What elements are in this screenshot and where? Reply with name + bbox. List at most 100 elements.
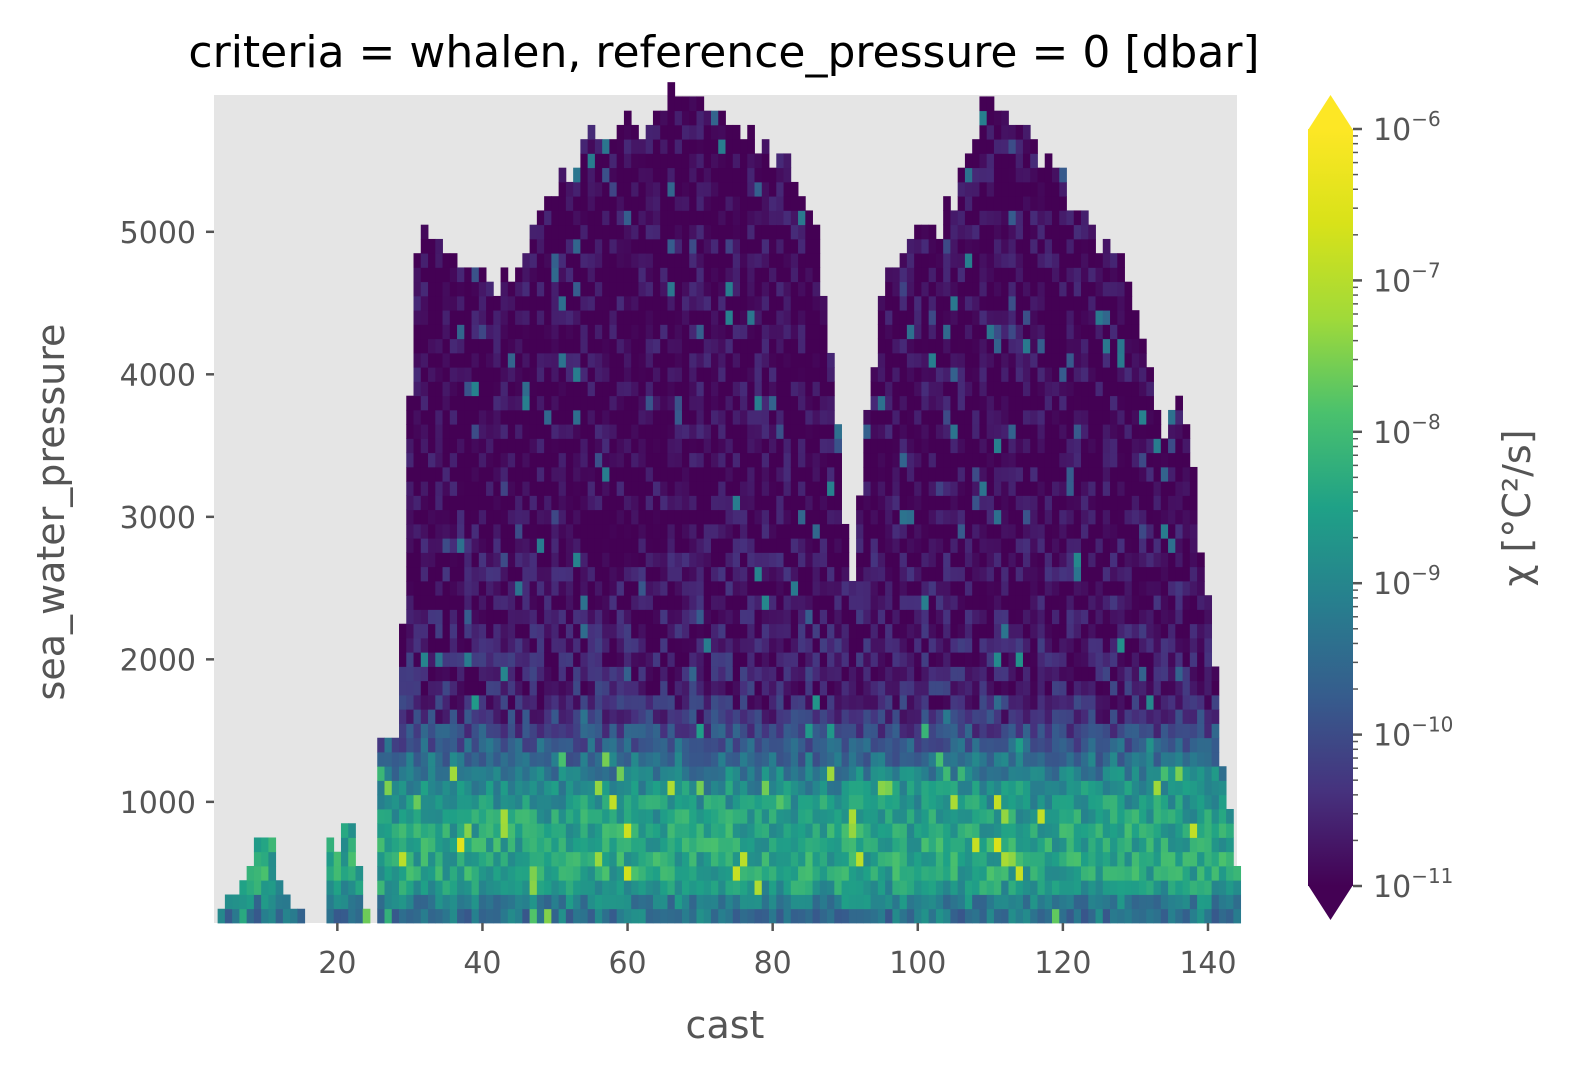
heatmap-cell xyxy=(565,381,574,397)
heatmap-cell xyxy=(819,452,828,468)
heatmap-cell xyxy=(1022,880,1031,895)
heatmap-cell xyxy=(1059,580,1067,596)
heatmap-cell xyxy=(580,210,589,226)
heatmap-cell xyxy=(1051,409,1060,425)
heatmap-cell xyxy=(986,709,995,724)
heatmap-cell xyxy=(413,808,422,824)
heatmap-cell xyxy=(689,580,697,596)
heatmap-cell xyxy=(1059,837,1067,853)
heatmap-cell xyxy=(732,495,741,511)
heatmap-cell xyxy=(1044,523,1053,539)
heatmap-cell xyxy=(950,609,959,625)
heatmap-cell xyxy=(696,267,705,283)
heatmap-cell xyxy=(805,566,813,582)
heatmap-cell xyxy=(805,509,813,525)
heatmap-cell xyxy=(471,352,480,368)
heatmap-cell xyxy=(993,210,1002,226)
heatmap-cell xyxy=(928,424,937,439)
heatmap-cell xyxy=(848,709,857,724)
heatmap-cell xyxy=(573,523,581,539)
heatmap-cell xyxy=(964,737,973,753)
heatmap-cell xyxy=(732,780,741,796)
heatmap-cell xyxy=(522,908,531,924)
heatmap-cell xyxy=(420,637,429,653)
heatmap-cell xyxy=(428,367,436,382)
heatmap-cell xyxy=(1066,894,1075,910)
heatmap-cell xyxy=(754,709,763,724)
heatmap-cell xyxy=(863,523,872,539)
heatmap-cell xyxy=(957,580,966,596)
heatmap-cell xyxy=(979,709,988,724)
heatmap-cell xyxy=(674,124,683,140)
heatmap-cell xyxy=(435,481,443,496)
heatmap-cell xyxy=(1088,452,1096,468)
heatmap-cell xyxy=(1008,381,1017,397)
heatmap-cell xyxy=(1081,495,1089,511)
heatmap-cell xyxy=(964,552,973,568)
heatmap-cell xyxy=(899,395,908,411)
heatmap-cell xyxy=(761,794,770,810)
heatmap-cell xyxy=(856,808,864,824)
heatmap-cell xyxy=(1008,466,1017,482)
heatmap-cell xyxy=(696,253,705,268)
heatmap-cell xyxy=(623,837,632,853)
heatmap-cell xyxy=(1051,495,1060,511)
heatmap-cell xyxy=(478,680,487,696)
heatmap-cell xyxy=(594,338,603,354)
heatmap-cell xyxy=(399,666,407,682)
heatmap-cell xyxy=(979,424,988,439)
heatmap-cell xyxy=(522,338,531,354)
heatmap-cell xyxy=(827,880,835,895)
heatmap-cell xyxy=(892,808,901,824)
heatmap-cell xyxy=(928,523,937,539)
heatmap-cell xyxy=(805,295,813,311)
heatmap-cell xyxy=(507,452,516,468)
heatmap-cell xyxy=(406,780,414,796)
heatmap-cell xyxy=(674,751,683,767)
heatmap-cell xyxy=(769,552,777,568)
heatmap-cell xyxy=(1022,623,1031,639)
heatmap-cell xyxy=(812,352,821,368)
heatmap-cell xyxy=(914,894,922,910)
heatmap-cell xyxy=(406,609,414,625)
heatmap-cell xyxy=(384,794,393,810)
heatmap-cell xyxy=(609,495,618,511)
heatmap-cell xyxy=(420,367,429,382)
heatmap-cell xyxy=(783,538,792,553)
heatmap-cell xyxy=(696,637,705,653)
heatmap-cell xyxy=(863,794,872,810)
heatmap-cell xyxy=(667,523,676,539)
heatmap-cell xyxy=(660,210,668,226)
heatmap-cell xyxy=(943,637,951,653)
heatmap-cell xyxy=(950,352,959,368)
heatmap-cell xyxy=(703,723,712,739)
heatmap-cell xyxy=(1059,794,1067,810)
heatmap-cell xyxy=(696,238,705,254)
heatmap-cell xyxy=(914,837,922,853)
heatmap-cell xyxy=(565,637,574,653)
heatmap-cell xyxy=(812,794,821,810)
heatmap-cell xyxy=(827,452,835,468)
heatmap-cell xyxy=(522,837,531,853)
heatmap-cell xyxy=(972,167,980,183)
heatmap-cell xyxy=(696,110,705,126)
heatmap-cell xyxy=(1088,552,1096,568)
heatmap-cell xyxy=(464,481,472,496)
heatmap-cell xyxy=(645,680,654,696)
heatmap-cell xyxy=(740,580,748,596)
heatmap-cell xyxy=(1073,908,1082,924)
heatmap-cell xyxy=(870,538,879,553)
heatmap-cell xyxy=(870,908,879,924)
heatmap-cell xyxy=(1081,224,1089,240)
heatmap-cell xyxy=(282,908,291,924)
heatmap-cell xyxy=(1059,495,1067,511)
heatmap-cell xyxy=(442,295,451,311)
heatmap-cell xyxy=(486,694,494,710)
heatmap-cell xyxy=(1022,751,1031,767)
heatmap-cell xyxy=(638,751,647,767)
heatmap-cell xyxy=(638,666,647,682)
heatmap-cell xyxy=(798,338,806,354)
heatmap-cell xyxy=(921,709,930,724)
heatmap-cell xyxy=(420,538,429,553)
heatmap-cell xyxy=(754,623,763,639)
